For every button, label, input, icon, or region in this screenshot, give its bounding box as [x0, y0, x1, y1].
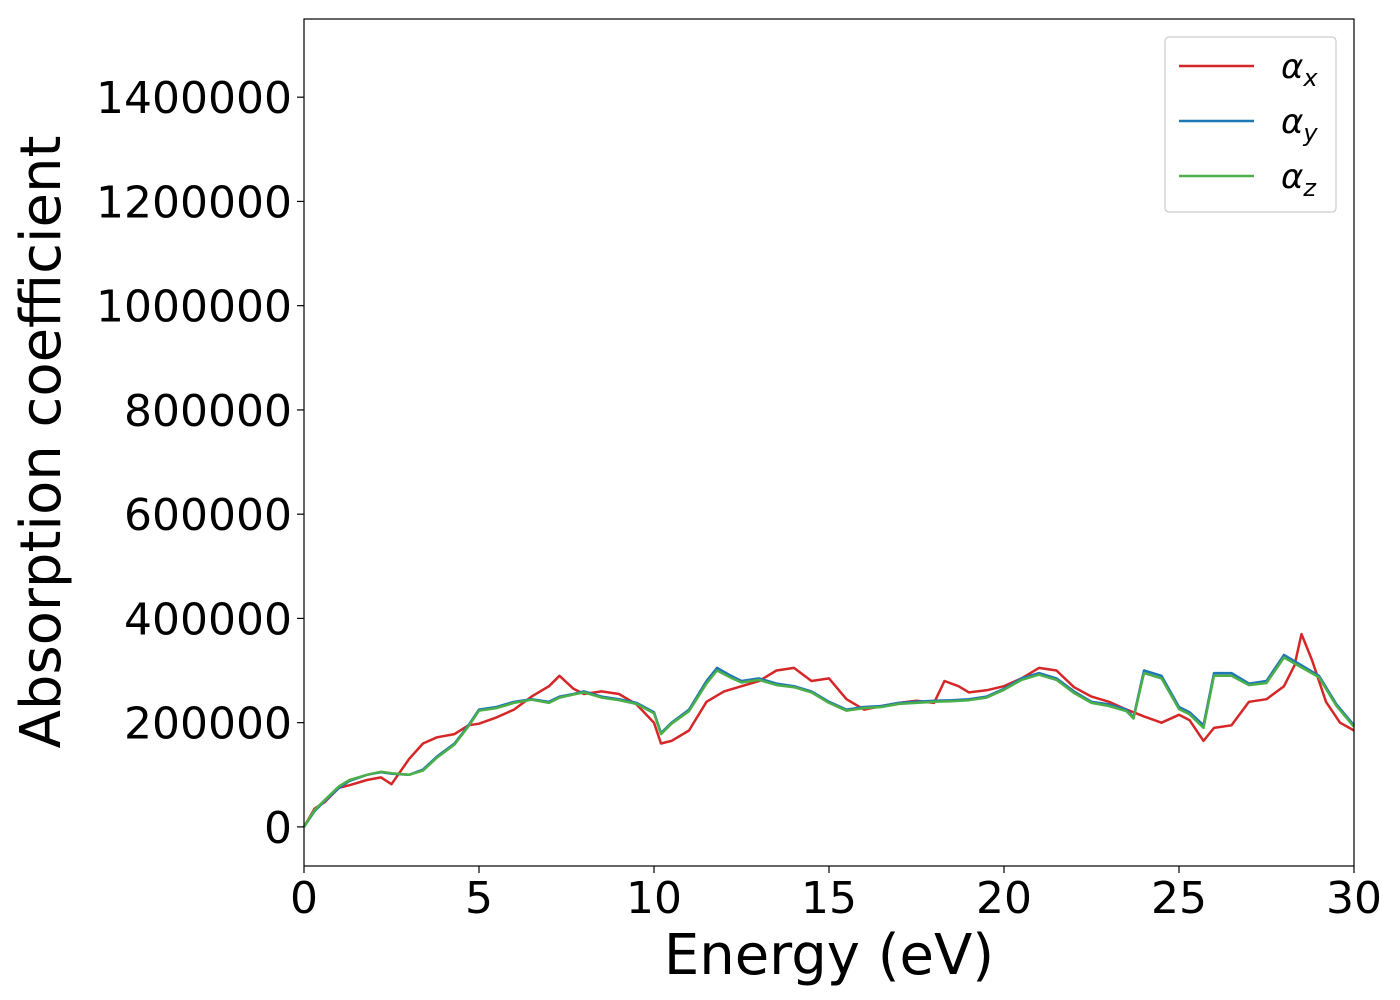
x-tick-label: 0 [290, 873, 318, 924]
y-tick-label: 1400000 [96, 73, 292, 124]
legend-label-y: αy [1281, 102, 1318, 147]
x-tick-label: 15 [801, 873, 857, 924]
x-tick-label: 25 [1151, 873, 1207, 924]
y-tick-label: 600000 [124, 490, 292, 541]
x-tick-label: 20 [976, 873, 1032, 924]
y-axis-ticks: 0 200000 400000 600000 800000 1000000 1200000 1… [96, 73, 304, 854]
legend-symbol: α [1281, 102, 1303, 142]
y-tick-label: 200000 [124, 699, 292, 750]
x-axis-ticks: 0 5 10 15 20 25 30 [290, 866, 1382, 924]
series-line-z [302, 656, 1355, 828]
series-line-x [302, 632, 1355, 828]
y-tick-label: 800000 [124, 386, 292, 437]
y-tick-label: 1000000 [96, 282, 292, 333]
legend-subscript: z [1302, 174, 1317, 202]
y-tick-label: 1200000 [96, 177, 292, 228]
x-tick-label: 10 [626, 873, 682, 924]
series-lines [302, 632, 1355, 828]
x-tick-label: 30 [1326, 873, 1382, 924]
legend-label-z: αz [1281, 157, 1317, 202]
x-tick-label: 5 [465, 873, 493, 924]
legend-label-x: αx [1281, 47, 1318, 92]
legend-subscript: x [1302, 64, 1318, 92]
y-tick-label: 0 [264, 803, 292, 854]
legend-subscript: y [1302, 119, 1318, 147]
legend-box [1164, 36, 1337, 213]
legend-symbol: α [1281, 157, 1303, 197]
x-axis-title: Energy (eV) [664, 923, 994, 988]
y-tick-label: 400000 [124, 594, 292, 645]
legend-symbol: α [1281, 47, 1303, 87]
y-axis-title: Absorption coefficient [9, 136, 74, 749]
